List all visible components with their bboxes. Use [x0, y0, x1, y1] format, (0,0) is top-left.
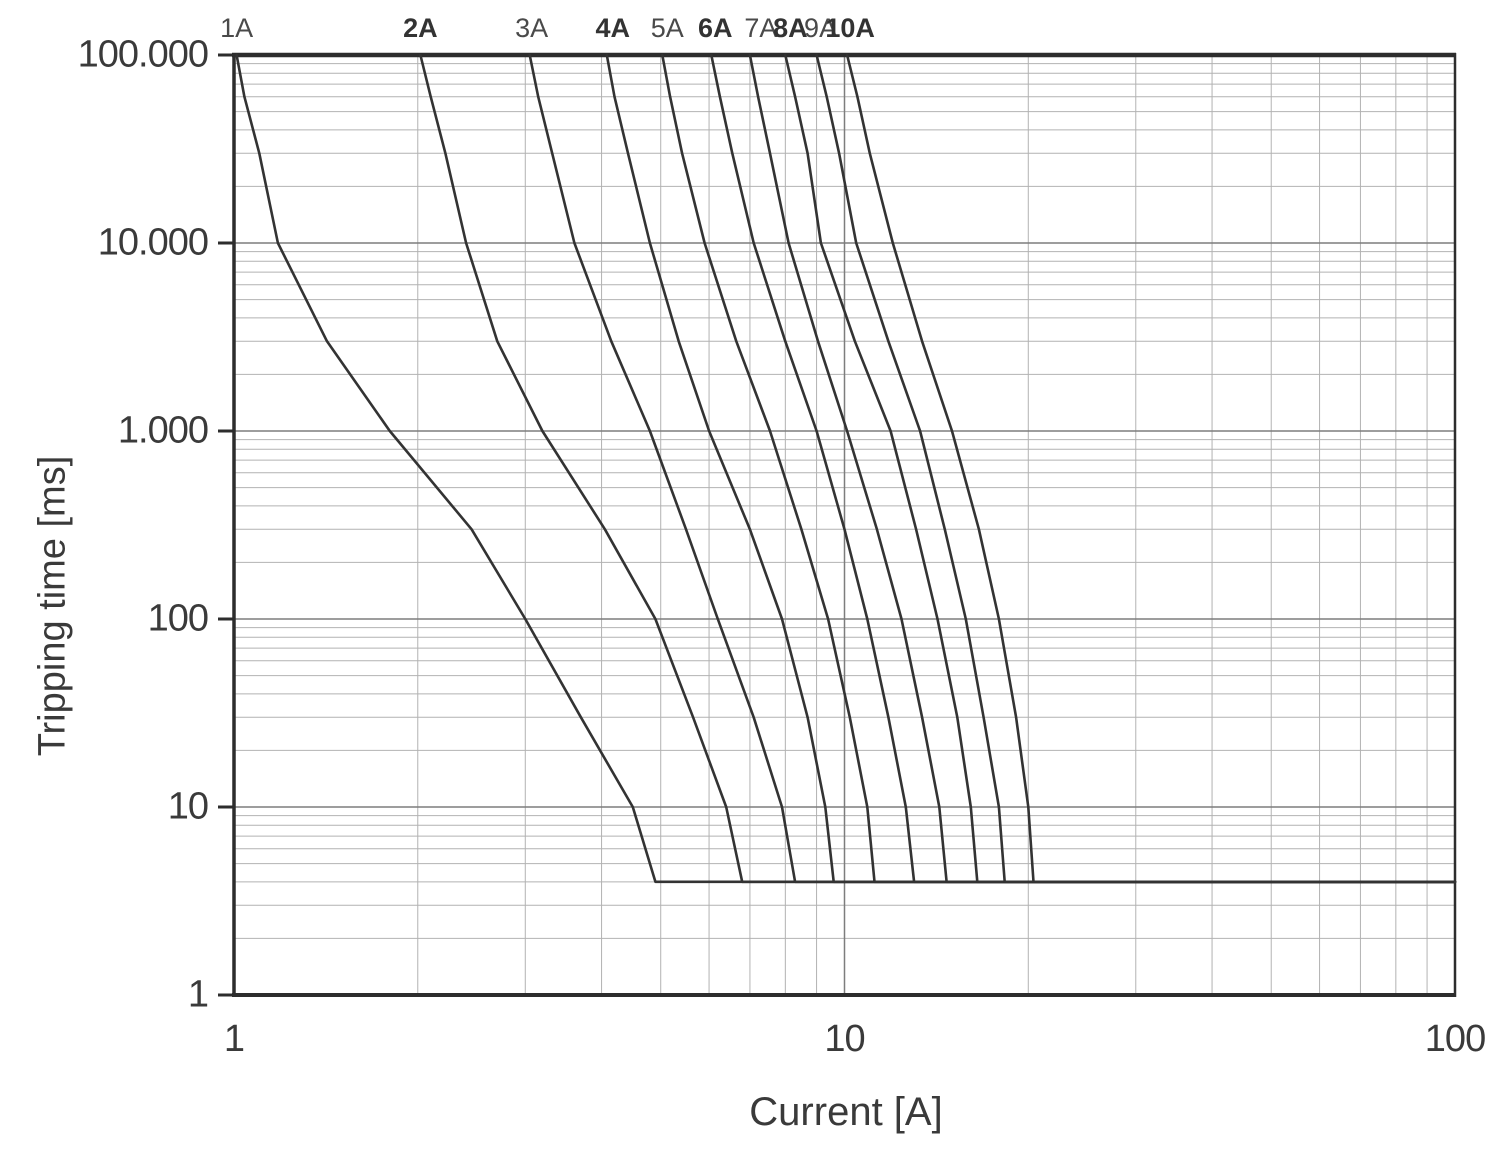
y-tick-label-100: 100 [147, 597, 209, 640]
curve-label-7A: 7A [744, 13, 778, 43]
curve-label-1A: 1A [220, 13, 254, 43]
y-tick-label-1: 1 [187, 973, 209, 1016]
trip-curve-6A [710, 53, 1457, 884]
curve-label-6A: 6A [697, 13, 733, 43]
y-tick-label-100.000: 100.000 [77, 33, 209, 76]
curve-label-4A: 4A [595, 13, 631, 43]
x-tick-label-100: 100 [1424, 1018, 1486, 1060]
curve-label-2A: 2A [403, 13, 438, 43]
trip-curve-4A [605, 53, 1457, 884]
trip-curve-10A [845, 53, 1457, 884]
curve-label-9A: 9A [804, 13, 838, 43]
trip-curve-3A [528, 53, 1457, 884]
y-tick-label-10.000: 10.000 [97, 221, 209, 264]
curve-label-3A: 3A [515, 13, 549, 43]
trip-curve-8A [784, 53, 1457, 884]
trip-curve-1A [235, 53, 1457, 884]
curve-label-10A: 10A [825, 13, 875, 43]
trip-curve-5A [661, 53, 1457, 884]
x-tick-label-1: 1 [223, 1018, 245, 1060]
curve-label-8A: 8A [773, 13, 808, 43]
trip-curve-7A [748, 53, 1457, 884]
trip-curve-2A [419, 53, 1457, 884]
x-axis-title: Current [A] [749, 1090, 943, 1134]
trip-curve-9A [815, 53, 1457, 884]
y-tick-label-10: 10 [167, 785, 209, 828]
x-tick-label-10: 10 [824, 1018, 865, 1060]
curve-label-5A: 5A [650, 13, 684, 43]
y-axis-title: Tripping time [ms] [31, 455, 74, 757]
y-tick-label-1.000: 1.000 [117, 409, 209, 452]
